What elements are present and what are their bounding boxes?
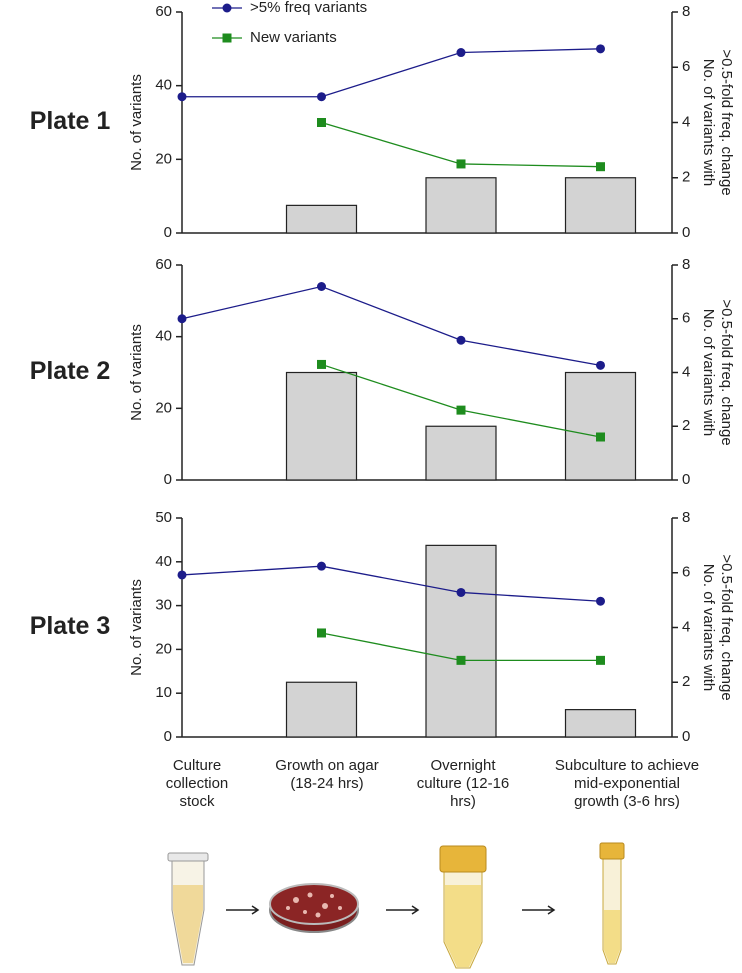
y2-axis-title: >0.5-fold freq. change <box>718 49 735 195</box>
marker <box>177 314 187 324</box>
y-tick-label: 40 <box>155 553 172 570</box>
plate-label: Plate 2 <box>30 357 111 385</box>
arrow <box>386 905 420 915</box>
y2-axis-title: No. of variants with <box>700 309 717 437</box>
marker <box>456 587 466 597</box>
marker <box>456 335 466 345</box>
y-tick-label: 40 <box>155 328 172 345</box>
marker <box>596 655 605 665</box>
marker <box>317 282 326 291</box>
bar <box>425 544 497 738</box>
y2-tick-label: 6 <box>682 310 690 327</box>
marker <box>596 360 605 370</box>
y2-tick-label: 8 <box>682 3 690 20</box>
y-tick-label: 10 <box>155 684 172 701</box>
x-tick-label: Culture collection stock <box>165 757 229 810</box>
marker <box>596 44 605 54</box>
y2-tick-label: 6 <box>682 58 690 75</box>
y-tick-label: 60 <box>155 3 172 20</box>
y-tick-label: 60 <box>155 256 172 273</box>
marker <box>456 159 466 169</box>
plate-label: Plate 3 <box>30 612 111 640</box>
marker <box>177 570 187 580</box>
y2-tick-label: 4 <box>682 113 690 130</box>
marker <box>317 561 326 571</box>
marker <box>317 92 326 102</box>
y-tick-label: 0 <box>164 471 172 488</box>
y2-tick-label: 8 <box>682 509 690 526</box>
bar <box>564 371 637 481</box>
petri-dish-agar <box>269 883 359 925</box>
series-line <box>181 565 601 602</box>
y-tick-label: 20 <box>155 399 172 416</box>
y2-axis-title: >0.5-fold freq. change <box>718 299 735 445</box>
y2-tick-label: 4 <box>682 363 690 380</box>
conical-tube-cap <box>439 845 487 873</box>
series-line <box>181 285 601 366</box>
y-tick-label: 30 <box>155 597 172 614</box>
illustrations <box>167 842 625 969</box>
bar <box>564 177 637 234</box>
x-tick-label: Overnight culture (12-16 hrs) <box>416 757 510 810</box>
legend-marker <box>222 3 232 13</box>
series-line <box>182 48 601 98</box>
x-tick-label: Subculture to achieve mid-exponential gr… <box>554 757 700 810</box>
bar <box>425 177 497 234</box>
conical-tube-liquid <box>445 885 481 967</box>
microtube-liquid <box>173 885 203 963</box>
legend-marker <box>222 33 232 43</box>
marker <box>456 655 466 665</box>
y2-axis-title: >0.5-fold freq. change <box>718 554 735 700</box>
y2-tick-label: 0 <box>682 728 690 745</box>
y2-tick-label: 0 <box>682 471 690 488</box>
marker <box>596 162 605 172</box>
arrow <box>522 905 556 915</box>
bar <box>564 709 637 738</box>
bar <box>425 425 497 481</box>
y2-tick-label: 0 <box>682 224 690 241</box>
y-tick-label: 40 <box>155 77 172 94</box>
y2-axis-title: No. of variants with <box>700 59 717 187</box>
y-tick-label: 0 <box>164 728 172 745</box>
y-axis-title: No. of variants <box>128 579 145 676</box>
y-tick-label: 20 <box>155 150 172 167</box>
marker <box>596 596 605 606</box>
y2-axis-title: No. of variants with <box>700 564 717 692</box>
arrow <box>226 905 260 915</box>
marker <box>456 405 466 415</box>
x-tick-label: Growth on agar (18-24 hrs) <box>275 757 379 792</box>
marker <box>317 118 326 127</box>
y-axis-title: No. of variants <box>128 74 145 171</box>
y2-tick-label: 2 <box>682 169 690 186</box>
marker <box>317 359 326 369</box>
marker <box>456 48 466 58</box>
marker <box>596 432 605 442</box>
legend-label: >5% freq variants <box>250 0 367 16</box>
bar <box>285 204 358 234</box>
marker <box>317 628 326 638</box>
bar <box>285 681 358 738</box>
y-tick-label: 20 <box>155 640 172 657</box>
y-tick-label: 50 <box>155 509 172 526</box>
y2-tick-label: 8 <box>682 256 690 273</box>
y2-tick-label: 2 <box>682 673 690 690</box>
y2-tick-label: 4 <box>682 618 690 635</box>
small-tube-cap <box>599 842 625 860</box>
legend-label: New variants <box>250 29 337 46</box>
microtube-cap <box>167 852 209 862</box>
small-tube-liquid <box>604 910 620 963</box>
plate-label: Plate 1 <box>30 107 111 135</box>
y2-tick-label: 2 <box>682 417 690 434</box>
y-axis-title: No. of variants <box>128 324 145 421</box>
marker <box>177 92 187 102</box>
y2-tick-label: 6 <box>682 564 690 581</box>
y-tick-label: 0 <box>164 224 172 241</box>
bar <box>285 371 358 481</box>
colonies <box>286 892 342 918</box>
